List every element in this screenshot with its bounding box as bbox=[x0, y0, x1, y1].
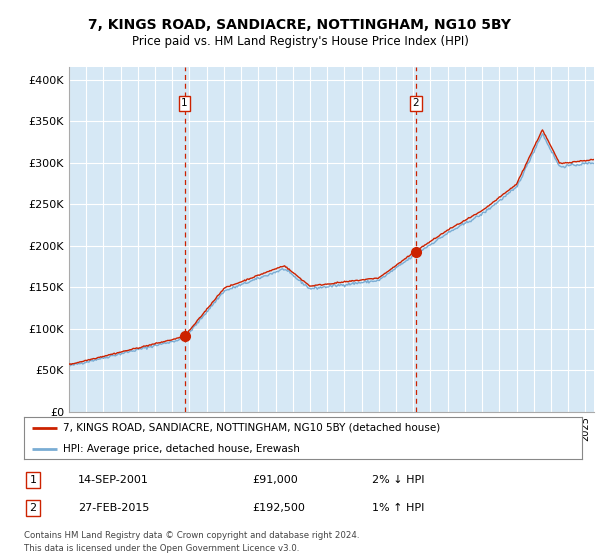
Text: £192,500: £192,500 bbox=[252, 503, 305, 513]
Text: 2% ↓ HPI: 2% ↓ HPI bbox=[372, 475, 425, 485]
Text: £91,000: £91,000 bbox=[252, 475, 298, 485]
Text: 14-SEP-2001: 14-SEP-2001 bbox=[78, 475, 149, 485]
Text: 7, KINGS ROAD, SANDIACRE, NOTTINGHAM, NG10 5BY: 7, KINGS ROAD, SANDIACRE, NOTTINGHAM, NG… bbox=[89, 18, 511, 32]
Text: 1% ↑ HPI: 1% ↑ HPI bbox=[372, 503, 424, 513]
Text: 7, KINGS ROAD, SANDIACRE, NOTTINGHAM, NG10 5BY (detached house): 7, KINGS ROAD, SANDIACRE, NOTTINGHAM, NG… bbox=[63, 423, 440, 433]
Text: HPI: Average price, detached house, Erewash: HPI: Average price, detached house, Erew… bbox=[63, 444, 300, 454]
Text: 2: 2 bbox=[29, 503, 37, 513]
Text: 1: 1 bbox=[29, 475, 37, 485]
Text: 27-FEB-2015: 27-FEB-2015 bbox=[78, 503, 149, 513]
Text: 1: 1 bbox=[181, 99, 188, 109]
Text: Price paid vs. HM Land Registry's House Price Index (HPI): Price paid vs. HM Land Registry's House … bbox=[131, 35, 469, 49]
Text: Contains HM Land Registry data © Crown copyright and database right 2024.
This d: Contains HM Land Registry data © Crown c… bbox=[24, 531, 359, 553]
Text: 2: 2 bbox=[413, 99, 419, 109]
